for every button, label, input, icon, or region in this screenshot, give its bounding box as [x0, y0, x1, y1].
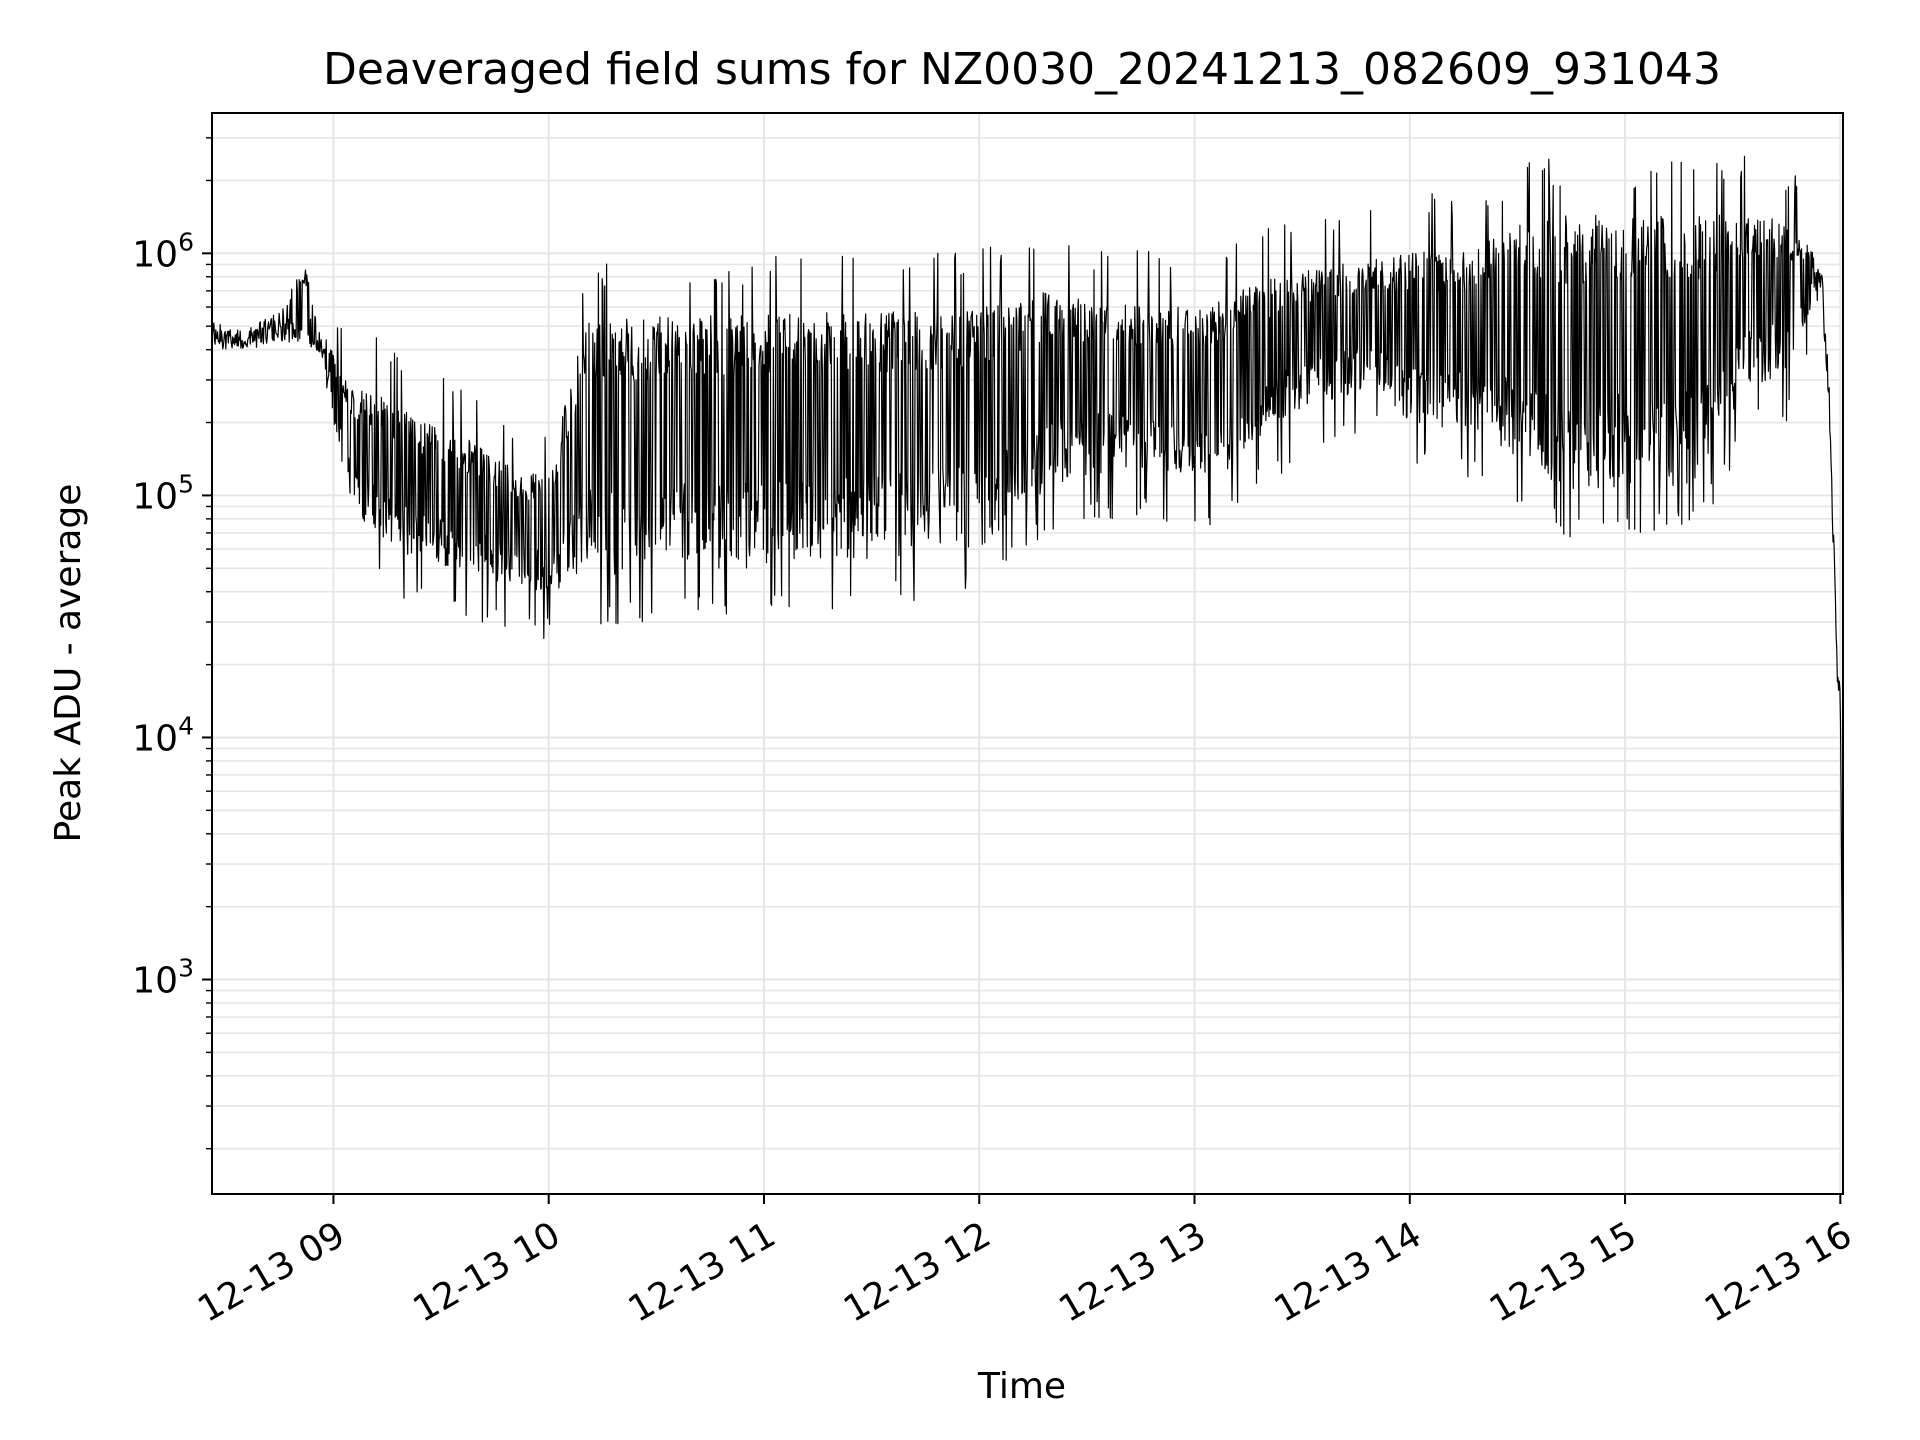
x-axis-label: Time: [977, 1366, 1066, 1407]
chart-title: Deaveraged field sums for NZ0030_2024121…: [323, 44, 1721, 95]
y-axis-label: Peak ADU - average: [48, 484, 89, 843]
y-tick-label: 105: [132, 469, 194, 517]
y-tick-label: 106: [132, 227, 194, 275]
y-tick-label: 103: [132, 954, 194, 1002]
series-layer: [211, 155, 1844, 1053]
y-tick-label: 104: [132, 711, 194, 759]
plot-frame: [211, 112, 1844, 1195]
series-line: [211, 155, 1844, 1053]
